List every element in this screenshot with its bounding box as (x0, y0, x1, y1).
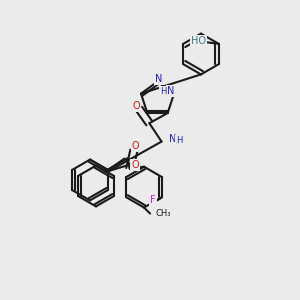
Text: O: O (132, 101, 140, 111)
Text: H: H (160, 87, 167, 96)
Text: O: O (131, 141, 139, 151)
Text: H: H (176, 136, 182, 145)
Text: HO: HO (191, 36, 206, 46)
Text: N: N (167, 85, 175, 96)
Text: O: O (131, 160, 139, 170)
Text: N: N (169, 134, 176, 144)
Text: F: F (150, 195, 155, 205)
Text: CH₃: CH₃ (155, 209, 171, 218)
Text: N: N (155, 74, 163, 84)
